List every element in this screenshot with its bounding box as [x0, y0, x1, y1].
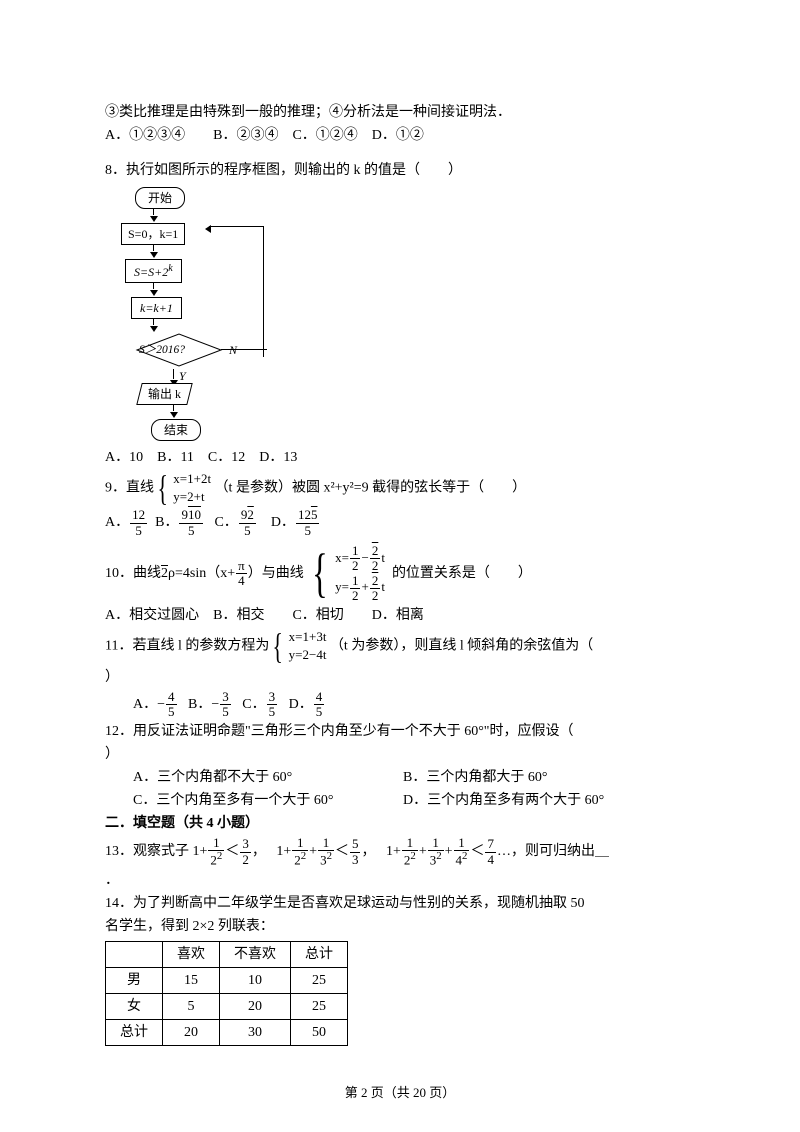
q10-choices: A．相交过圆心 B．相交 C．相切 D．相离 [105, 605, 695, 626]
q12-row1: A．三个内角都不大于 60°B．三个内角都大于 60° [105, 767, 695, 788]
flow-end: 结束 [151, 419, 201, 441]
q12-row2: C．三个内角至多有一个大于 60°D．三个内角至多有两个大于 60° [105, 790, 695, 811]
q12: 12．用反证法证明命题"三角形三个内角至少有一个不大于 60°"时，应假设（ [105, 721, 695, 742]
section2-head: 二．填空题（共 4 小题） [105, 813, 695, 834]
flow-start: 开始 [135, 187, 185, 209]
flowchart: 开始 S=0，k=1 S=S+2k k=k+1 S＞2016? N Y 输出 k… [115, 187, 695, 441]
q9-choices: A．125 B．9105 C．925 D．1255 [105, 508, 695, 538]
q10: 10．曲线2ρ=4sin（x+π4）与曲线 { x=12−22t y=12+22… [105, 544, 695, 603]
q8-text: 8．执行如图所示的程序框图，则输出的 k 的值是（ ） [105, 160, 695, 181]
q11: 11．若直线 l 的参数方程为{x=1+3ty=2−4t （t 为参数），则直线… [105, 628, 695, 664]
q13: 13．观察式子 1+122＜32， 1+122+132＜53， 1+122+13… [105, 836, 695, 868]
q11-close: ） [105, 667, 695, 688]
flow-decision: S＞2016? N [119, 333, 239, 369]
flow-s2: S=S+2k [125, 259, 182, 283]
page-footer: 第 2 页（共 20 页） [105, 1083, 695, 1103]
q7-line1: ③类比推理是由特殊到一般的推理；④分析法是一种间接证明法． [105, 102, 695, 123]
q13-dot: ． [105, 870, 695, 891]
q14-table: 喜欢不喜欢总计 男151025 女52025 总计203050 [105, 941, 348, 1046]
q9: 9．直线{x=1+2ty=2+t （t 是参数）被圆 x²+y²=9 截得的弦长… [105, 470, 695, 506]
q12-close: ） [105, 744, 695, 765]
flow-N: N [229, 341, 237, 359]
q8-choices: A．10 B．11 C．12 D．13 [105, 447, 695, 468]
flow-s1: S=0，k=1 [121, 223, 185, 245]
flow-s3: k=k+1 [131, 297, 182, 319]
flow-out: 输出 k [136, 383, 193, 405]
q14-l2: 名学生，得到 2×2 列联表： [105, 916, 695, 937]
q11-choices: A．−45 B．−35 C．35 D．45 [105, 690, 695, 720]
q14-l1: 14．为了判断高中二年级学生是否喜欢足球运动与性别的关系，现随机抽取 50 [105, 893, 695, 914]
q7-choices: A．①②③④ B．②③④ C．①②④ D．①② [105, 125, 695, 146]
